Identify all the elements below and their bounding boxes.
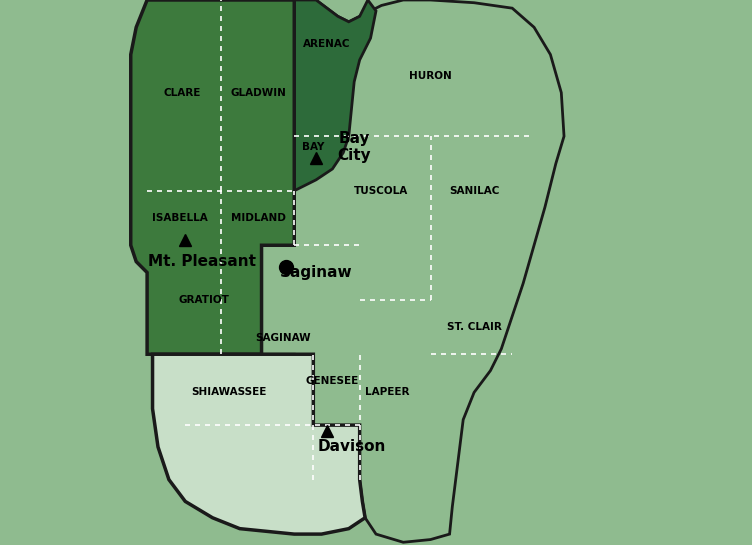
Polygon shape [131, 0, 294, 354]
Polygon shape [294, 0, 376, 191]
Text: BAY: BAY [302, 142, 325, 152]
Polygon shape [262, 0, 564, 542]
Text: ARENAC: ARENAC [303, 39, 350, 49]
Text: GENESEE: GENESEE [306, 377, 359, 386]
Text: Mt. Pleasant: Mt. Pleasant [147, 254, 256, 269]
Text: CLARE: CLARE [164, 88, 202, 98]
Text: MIDLAND: MIDLAND [232, 213, 287, 223]
Text: GLADWIN: GLADWIN [231, 88, 287, 98]
Text: SHIAWASSEE: SHIAWASSEE [191, 387, 266, 397]
Text: TUSCOLA: TUSCOLA [354, 186, 408, 196]
Text: ST. CLAIR: ST. CLAIR [447, 322, 502, 332]
Text: GRATIOT: GRATIOT [179, 295, 230, 305]
Text: LAPEER: LAPEER [365, 387, 409, 397]
Polygon shape [153, 354, 365, 534]
Text: Saginaw: Saginaw [280, 265, 353, 280]
Text: ISABELLA: ISABELLA [152, 213, 208, 223]
Text: Davison: Davison [317, 439, 386, 455]
Text: SAGINAW: SAGINAW [256, 333, 311, 343]
Text: HURON: HURON [409, 71, 452, 81]
Text: Bay
City: Bay City [338, 131, 371, 163]
Text: SANILAC: SANILAC [449, 186, 499, 196]
